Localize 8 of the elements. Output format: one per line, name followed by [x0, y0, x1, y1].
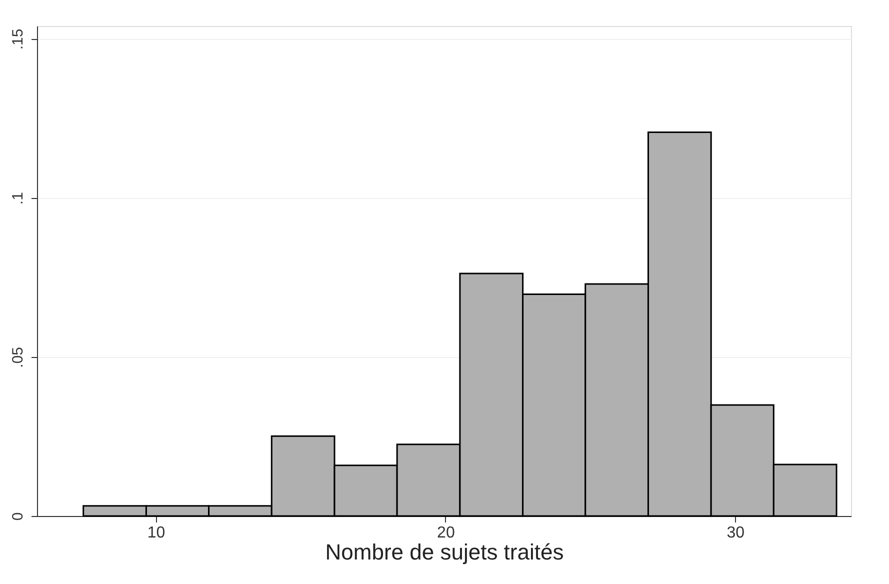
- y-tick-label: .15: [10, 28, 26, 50]
- x-tick-label: 10: [147, 524, 166, 542]
- x-tick-label: 30: [726, 524, 745, 542]
- y-tick-label: .05: [10, 346, 26, 368]
- x-tick-label: 20: [437, 524, 455, 542]
- y-tick-label: 0: [10, 512, 26, 521]
- y-tick-label: .1: [10, 192, 26, 205]
- x-axis-title: Nombre de sujets traités: [325, 540, 564, 564]
